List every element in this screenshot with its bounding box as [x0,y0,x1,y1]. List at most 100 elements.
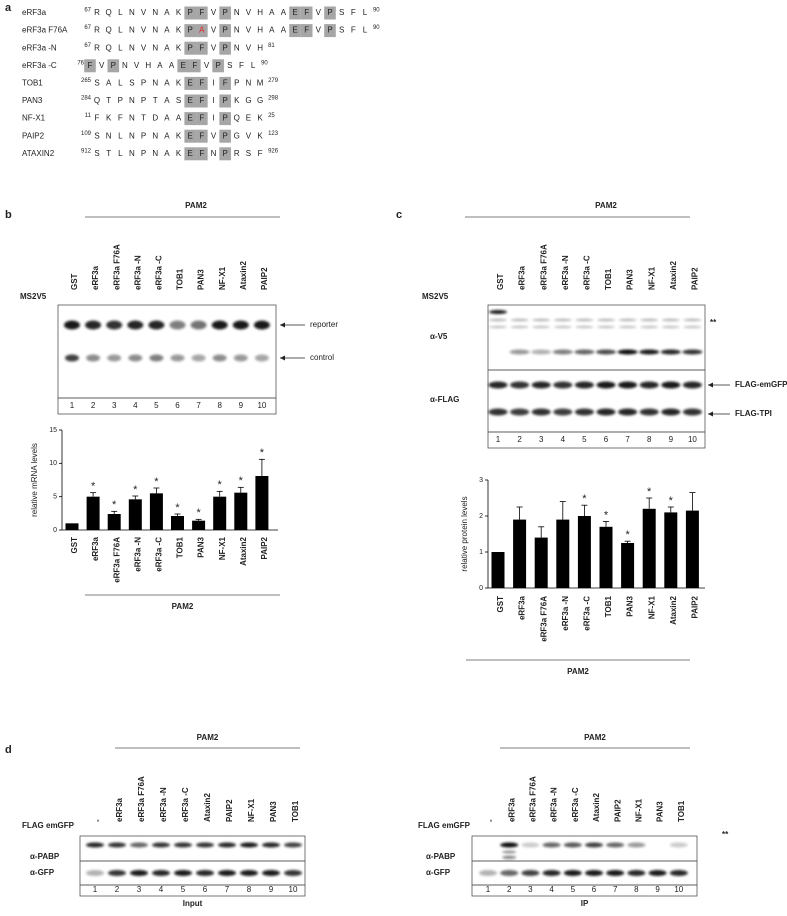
band [86,870,104,876]
y-tick-label: 0 [53,527,57,534]
x-tick-label: NF-X1 [647,595,656,619]
lane-label: eRF3a [507,797,516,822]
band-label: reporter [310,320,338,329]
residue: V [316,26,322,35]
end-number: 279 [268,78,279,84]
residue: E [292,26,297,35]
residue: H [257,43,263,52]
residue: E [246,114,251,123]
band [130,842,148,848]
motif-box [219,112,231,126]
band [500,842,519,848]
lane-number: 5 [154,401,159,410]
band [232,320,249,330]
end-number: 926 [268,148,279,154]
x-tick-label: eRF3a F76A [539,596,548,642]
band [618,408,638,416]
band [170,354,185,362]
x-tick-label: GST [70,537,79,554]
residue: K [257,114,263,123]
lane-number: 1 [486,885,491,894]
lane-number: 3 [112,401,117,410]
lane-number: 4 [159,885,164,894]
x-tick-label: Ataxin2 [669,595,678,624]
residue: A [199,26,205,35]
residue: T [106,96,111,105]
band [174,842,192,848]
motif-box [196,41,208,55]
band [553,325,572,329]
lane-number: 7 [613,885,618,894]
band [233,354,248,362]
significance: * [604,509,609,521]
lane-label: eRF3a -N [561,255,570,290]
residue: Q [94,96,100,105]
bar [234,492,248,530]
group-label: PAM2 [172,602,194,611]
residue: P [222,96,227,105]
residue: V [211,8,217,17]
lane-label: PAN3 [269,801,278,822]
residue: P [141,79,146,88]
lane-label: - [93,819,102,822]
band [531,408,551,416]
arrow-head [280,322,285,328]
motif-box [212,59,224,73]
band [196,842,214,848]
residue: F [199,8,204,17]
motif-box [300,6,313,20]
residue: H [145,61,151,70]
band [542,870,561,876]
band [253,320,270,330]
lane-number: 3 [528,885,533,894]
lane-label: GST [496,273,505,290]
group-label: PAM2 [197,733,219,742]
residue: P [222,8,227,17]
residue: N [129,96,135,105]
marker: ** [722,830,729,839]
residue: A [157,61,163,70]
motif-box [184,6,196,20]
lane-number: 10 [257,401,266,410]
significance: * [239,475,244,487]
residue: N [211,149,217,158]
band [618,318,637,322]
y-tick-label: 2 [479,513,483,520]
start-number: 265 [81,78,92,84]
band [152,870,170,876]
residue: K [176,131,182,140]
residue: V [211,26,217,35]
residue: N [129,8,135,17]
band [640,318,659,322]
lane-number: 4 [549,885,554,894]
lane-label: PAN3 [626,269,635,290]
residue: F [351,26,356,35]
blot-label: MS2V5 [422,292,449,301]
band [502,856,517,860]
end-number: 25 [268,113,275,119]
residue: F [239,61,244,70]
residue: Q [106,8,112,17]
residue: P [118,96,123,105]
bar [577,516,591,588]
residue: F [118,114,123,123]
caption: Input [183,899,203,908]
residue: L [251,61,256,70]
lane-number: 9 [669,435,674,444]
band [510,381,530,389]
antibody-label: α-PABP [30,852,60,861]
band [500,870,519,876]
blot-frame [471,884,698,897]
residue: A [164,8,170,17]
residue: A [106,79,112,88]
motif-box [300,24,313,38]
residue: G [257,96,263,105]
end-number: 298 [268,96,279,102]
residue: F [199,131,204,140]
residue: S [94,149,99,158]
residue: V [211,131,217,140]
y-tick-label: 3 [479,477,483,484]
significance: * [91,481,96,493]
band [86,354,101,362]
